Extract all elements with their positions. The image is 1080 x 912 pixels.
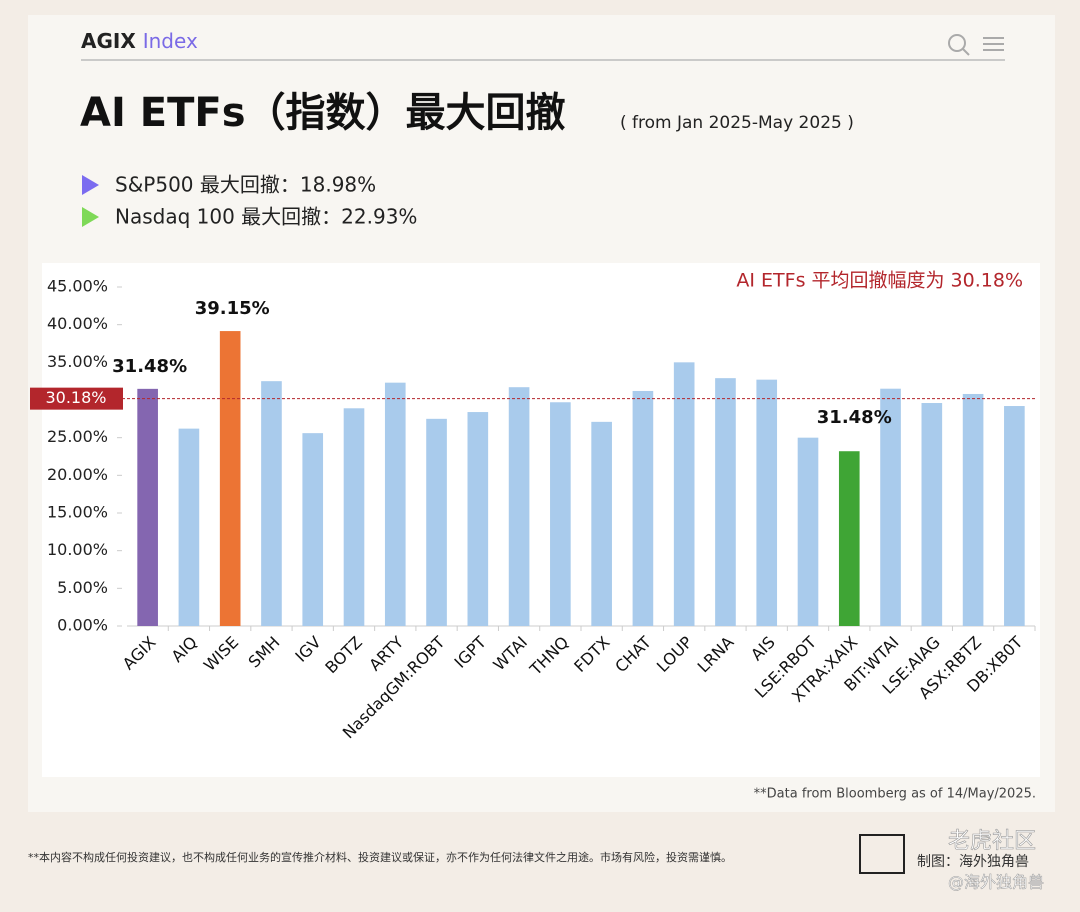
bar — [921, 403, 943, 626]
watermark: 老虎社区 — [948, 829, 1036, 854]
y-tick-label: 40.00% — [47, 314, 108, 333]
bar — [756, 379, 778, 626]
bar — [261, 381, 282, 626]
reference-label: 30.18% — [45, 388, 106, 407]
bar — [302, 433, 324, 626]
y-tick-label: 0.00% — [57, 616, 108, 635]
y-tick-label: 35.00% — [47, 352, 108, 371]
y-tick-label: 20.00% — [47, 465, 108, 484]
brand-name: AGIX — [81, 29, 136, 53]
search-icon[interactable] — [948, 34, 966, 52]
bar — [880, 388, 901, 626]
page-title: AI ETFs（指数）最大回撤 — [80, 90, 566, 136]
bar — [178, 428, 200, 626]
menu-icon[interactable] — [983, 37, 1004, 51]
watermark-handle: @海外独角兽 — [948, 873, 1044, 892]
y-tick-label: 45.00% — [47, 277, 108, 296]
search-icon[interactable] — [962, 48, 970, 56]
y-tick-label: 5.00% — [57, 578, 108, 597]
brand: AGIX Index — [81, 29, 198, 53]
bar — [384, 382, 406, 626]
bar — [591, 421, 612, 626]
bar — [1004, 406, 1025, 626]
disclaimer: **本内容不构成任何投资建议，也不构成任何业务的宣传推介材料、投资建议或保证，亦… — [28, 850, 732, 864]
bullet: Nasdaq 100 最大回撤：22.93% — [115, 205, 417, 229]
y-tick-label: 25.00% — [47, 427, 108, 446]
y-tick-label: 15.00% — [47, 503, 108, 522]
bullet-icon — [82, 175, 99, 195]
subtitle: ( from Jan 2025-May 2025 ) — [620, 113, 854, 133]
brand-suffix: Index — [143, 29, 198, 53]
value-label: 31.48% — [112, 356, 187, 377]
bar — [715, 378, 736, 626]
plot-panel — [42, 263, 1040, 777]
bar — [426, 418, 447, 626]
bar — [137, 388, 158, 626]
bar — [343, 408, 365, 626]
value-label: 39.15% — [195, 298, 270, 319]
bar-annotation: 31.48% — [817, 407, 892, 428]
bar — [632, 390, 654, 626]
bar — [838, 451, 860, 626]
logo — [859, 834, 905, 874]
reference-label-box — [30, 387, 123, 410]
bar — [673, 362, 695, 626]
annotation: AI ETFs 平均回撤幅度为 30.18% — [736, 270, 1023, 292]
source: **Data from Bloomberg as of 14/May/2025. — [754, 787, 1036, 802]
bar — [962, 393, 984, 626]
bar — [508, 387, 530, 626]
bar — [797, 437, 819, 626]
bullet: S&P500 最大回撤：18.98% — [115, 173, 376, 197]
y-tick-label: 10.00% — [47, 540, 108, 559]
bar — [467, 412, 489, 626]
bar — [219, 331, 241, 626]
credit: 制图：海外独角兽 — [917, 854, 1029, 870]
bar — [550, 402, 571, 626]
bullet-icon — [82, 207, 99, 227]
plot: 0.00%5.00%10.00%15.00%20.00%25.00%30.00%… — [30, 277, 1036, 742]
